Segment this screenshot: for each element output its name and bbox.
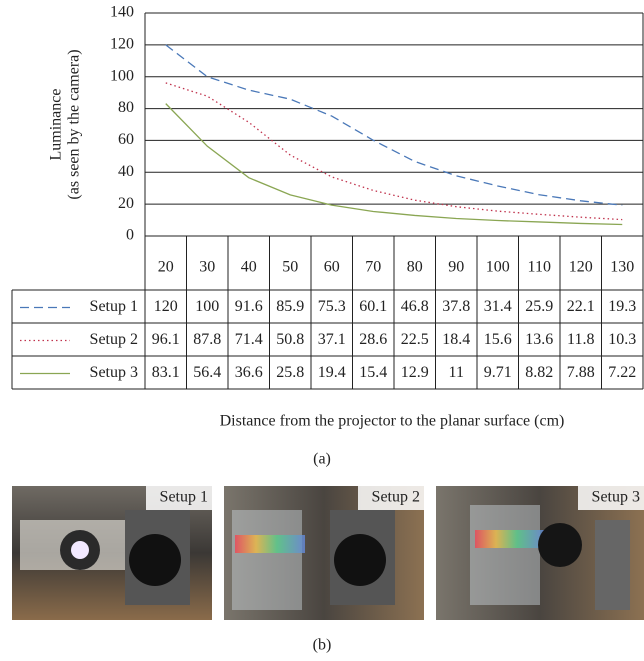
table-value: 37.1 [318,331,346,348]
legend-label: Setup 2 [90,331,138,348]
table-value: 120 [154,298,178,315]
table-value: 56.4 [193,364,221,381]
table-value: 83.1 [152,364,180,381]
series-line [165,103,623,226]
table-value: 31.4 [484,298,512,315]
table-value: 87.8 [193,331,221,348]
y-tick-label: 60 [118,131,134,148]
table-value: 7.88 [567,364,595,381]
x-tick-label: 70 [365,259,381,276]
y-tick-label: 20 [118,195,134,212]
series-line [165,82,623,221]
y-tick-label: 0 [126,227,134,244]
y-axis-title: (as seen by the camera) [66,49,83,199]
table-value: 19.4 [318,364,346,381]
photo-label: Setup 3 [592,489,640,506]
x-tick-label: 100 [486,259,510,276]
x-tick-label: 80 [407,259,423,276]
x-tick-label: 20 [158,259,174,276]
x-tick-label: 120 [569,259,593,276]
x-tick-label: 90 [448,259,464,276]
table-value: 9.71 [484,364,512,381]
y-tick-label: 140 [110,4,134,21]
y-tick-label: 120 [110,36,134,53]
legend-label: Setup 1 [90,298,138,315]
x-tick-label: 40 [241,259,257,276]
table-value: 11.8 [567,331,594,348]
table-value: 50.8 [276,331,304,348]
y-tick-label: 100 [110,67,134,84]
table-value: 7.22 [608,364,636,381]
x-tick-label: 60 [324,259,340,276]
table-value: 91.6 [235,298,263,315]
table-value: 37.8 [442,298,470,315]
table-value: 13.6 [525,331,553,348]
table-value: 25.8 [276,364,304,381]
table-value: 22.5 [401,331,429,348]
x-tick-label: 50 [282,259,298,276]
table-value: 18.4 [442,331,470,348]
photo-label-box [578,486,644,510]
table-value: 15.6 [484,331,512,348]
table-value: 60.1 [359,298,387,315]
photo-label: Setup 2 [372,489,420,506]
x-tick-label: 110 [528,259,551,276]
table-value: 11 [449,364,464,381]
caption: (a) [313,451,331,468]
y-tick-label: 40 [118,163,134,180]
table-value: 100 [195,298,219,315]
table-value: 36.6 [235,364,263,381]
table-value: 96.1 [152,331,180,348]
table-value: 19.3 [608,298,636,315]
table-value: 25.9 [525,298,553,315]
y-tick-label: 80 [118,99,134,116]
legend-label: Setup 3 [90,364,138,381]
photo-label-box [358,486,424,510]
table-value: 12.9 [401,364,429,381]
table-value: 46.8 [401,298,429,315]
table-value: 75.3 [318,298,346,315]
x-axis-title: Distance from the projector to the plana… [220,413,565,430]
table-value: 28.6 [359,331,387,348]
y-axis-title: Luminance [48,89,65,161]
photo-label-box [146,486,212,510]
photo-label: Setup 1 [160,489,208,506]
x-tick-label: 30 [199,259,215,276]
table-value: 22.1 [567,298,595,315]
table-value: 15.4 [359,364,387,381]
x-tick-label: 130 [610,259,634,276]
table-value: 10.3 [608,331,636,348]
table-value: 71.4 [235,331,263,348]
table-value: 8.82 [525,364,553,381]
caption: (b) [313,637,332,654]
series-line [165,44,623,206]
table-value: 85.9 [276,298,304,315]
